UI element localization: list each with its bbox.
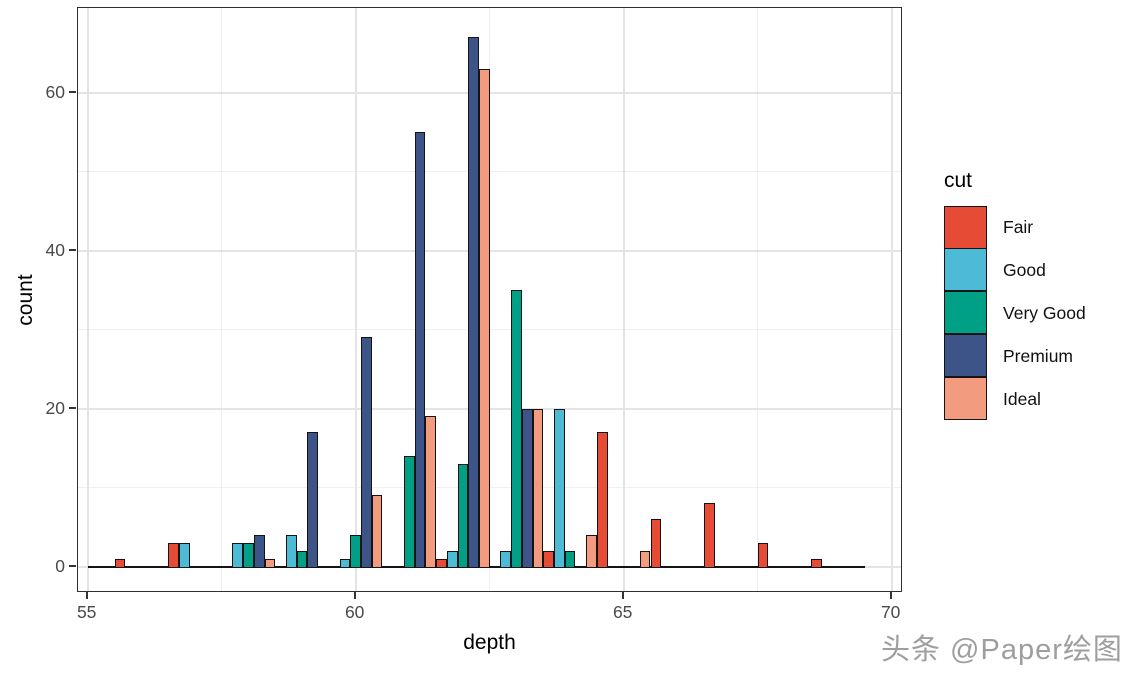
- legend-label: Very Good: [1003, 303, 1086, 323]
- bar-ideal-65: [639, 550, 651, 569]
- x-axis-title: depth: [463, 631, 516, 654]
- legend-items: Fair Good Very Good Premium Ideal: [944, 206, 1086, 421]
- x-tick: [621, 592, 624, 599]
- y-tick: [69, 406, 76, 409]
- bar-ideal-62: [478, 68, 490, 569]
- x-tick-label: 55: [76, 602, 97, 622]
- gridline-x-major: [86, 8, 89, 591]
- bar-good-59: [286, 534, 297, 569]
- legend: cut Fair Good Very Good Premium Ideal: [944, 169, 1086, 421]
- legend-label: Ideal: [1003, 389, 1041, 409]
- gridline-x-minor: [489, 8, 491, 591]
- legend-label: Fair: [1003, 217, 1034, 237]
- bar-fair-56: [114, 558, 126, 569]
- y-tick: [69, 90, 76, 93]
- bar-good-58: [232, 542, 244, 569]
- legend-item-ideal: Ideal: [944, 377, 1086, 421]
- bar-premium-59: [307, 432, 319, 569]
- bar-premium-58: [253, 534, 265, 569]
- bar-fair-68: [757, 542, 769, 569]
- bar-ideal-61: [425, 416, 437, 569]
- bar-fair-67: [704, 503, 715, 569]
- legend-swatch-very-good: [944, 291, 987, 335]
- bar-premium-63: [521, 408, 533, 569]
- bar-fair-64: [543, 550, 555, 569]
- bar-good-60: [339, 558, 351, 569]
- bar-fair-65: [596, 432, 608, 569]
- bar-very-good-58: [243, 542, 254, 569]
- x-tick: [85, 592, 88, 599]
- y-tick-label: 60: [45, 81, 65, 102]
- legend-label: Good: [1003, 260, 1046, 280]
- legend-item-premium: Premium: [944, 334, 1086, 378]
- bar-good-63: [500, 550, 512, 569]
- x-tick-label: 70: [880, 602, 901, 622]
- y-axis-title: count: [14, 274, 37, 326]
- bar-good-64: [554, 408, 565, 569]
- bar-fair-57: [168, 542, 179, 569]
- x-tick: [353, 592, 356, 599]
- gridline-x-minor: [757, 8, 759, 591]
- bar-good-62: [446, 550, 458, 569]
- y-tick-label: 20: [45, 397, 65, 418]
- bar-very-good-59: [296, 550, 308, 569]
- legend-label: Premium: [1003, 346, 1074, 366]
- gridline-x-minor: [221, 8, 223, 591]
- x-tick-label: 60: [344, 602, 365, 622]
- watermark: 头条 @Paper绘图: [881, 634, 1123, 666]
- bar-premium-61: [414, 132, 426, 569]
- legend-title: cut: [944, 169, 973, 192]
- bar-premium-62: [468, 37, 479, 569]
- bar-good-57: [178, 542, 190, 569]
- y-tick: [69, 248, 76, 251]
- bar-very-good-63: [511, 290, 522, 569]
- gridline-x-major: [354, 8, 357, 591]
- legend-item-good: Good: [944, 248, 1086, 292]
- x-tick: [889, 592, 892, 599]
- legend-item-fair: Fair: [944, 206, 1086, 249]
- bar-very-good-60: [350, 534, 362, 569]
- bar-ideal-64: [586, 534, 597, 569]
- plot-panel: [77, 7, 902, 592]
- legend-item-very-good: Very Good: [944, 291, 1086, 335]
- bar-fair-69: [811, 558, 823, 569]
- bar-very-good-62: [457, 463, 469, 569]
- bar-premium-60: [361, 337, 372, 569]
- bar-ideal-63: [532, 408, 544, 569]
- y-tick-label: 40: [45, 239, 65, 260]
- x-tick-label: 65: [612, 602, 633, 622]
- gridline-x-major: [622, 8, 625, 591]
- legend-swatch-fair: [944, 206, 987, 249]
- legend-swatch-ideal: [944, 377, 987, 421]
- legend-swatch-good: [944, 248, 987, 292]
- y-tick-label: 0: [55, 555, 65, 576]
- bar-fair-62: [436, 558, 447, 569]
- bar-very-good-64: [564, 550, 576, 569]
- bar-very-good-61: [403, 455, 415, 569]
- gridline-x-major: [890, 8, 893, 591]
- bar-fair-66: [650, 519, 662, 569]
- bar-ideal-58: [264, 558, 276, 569]
- legend-swatch-premium: [944, 334, 987, 378]
- bar-ideal-60: [371, 495, 383, 569]
- y-tick: [69, 564, 76, 567]
